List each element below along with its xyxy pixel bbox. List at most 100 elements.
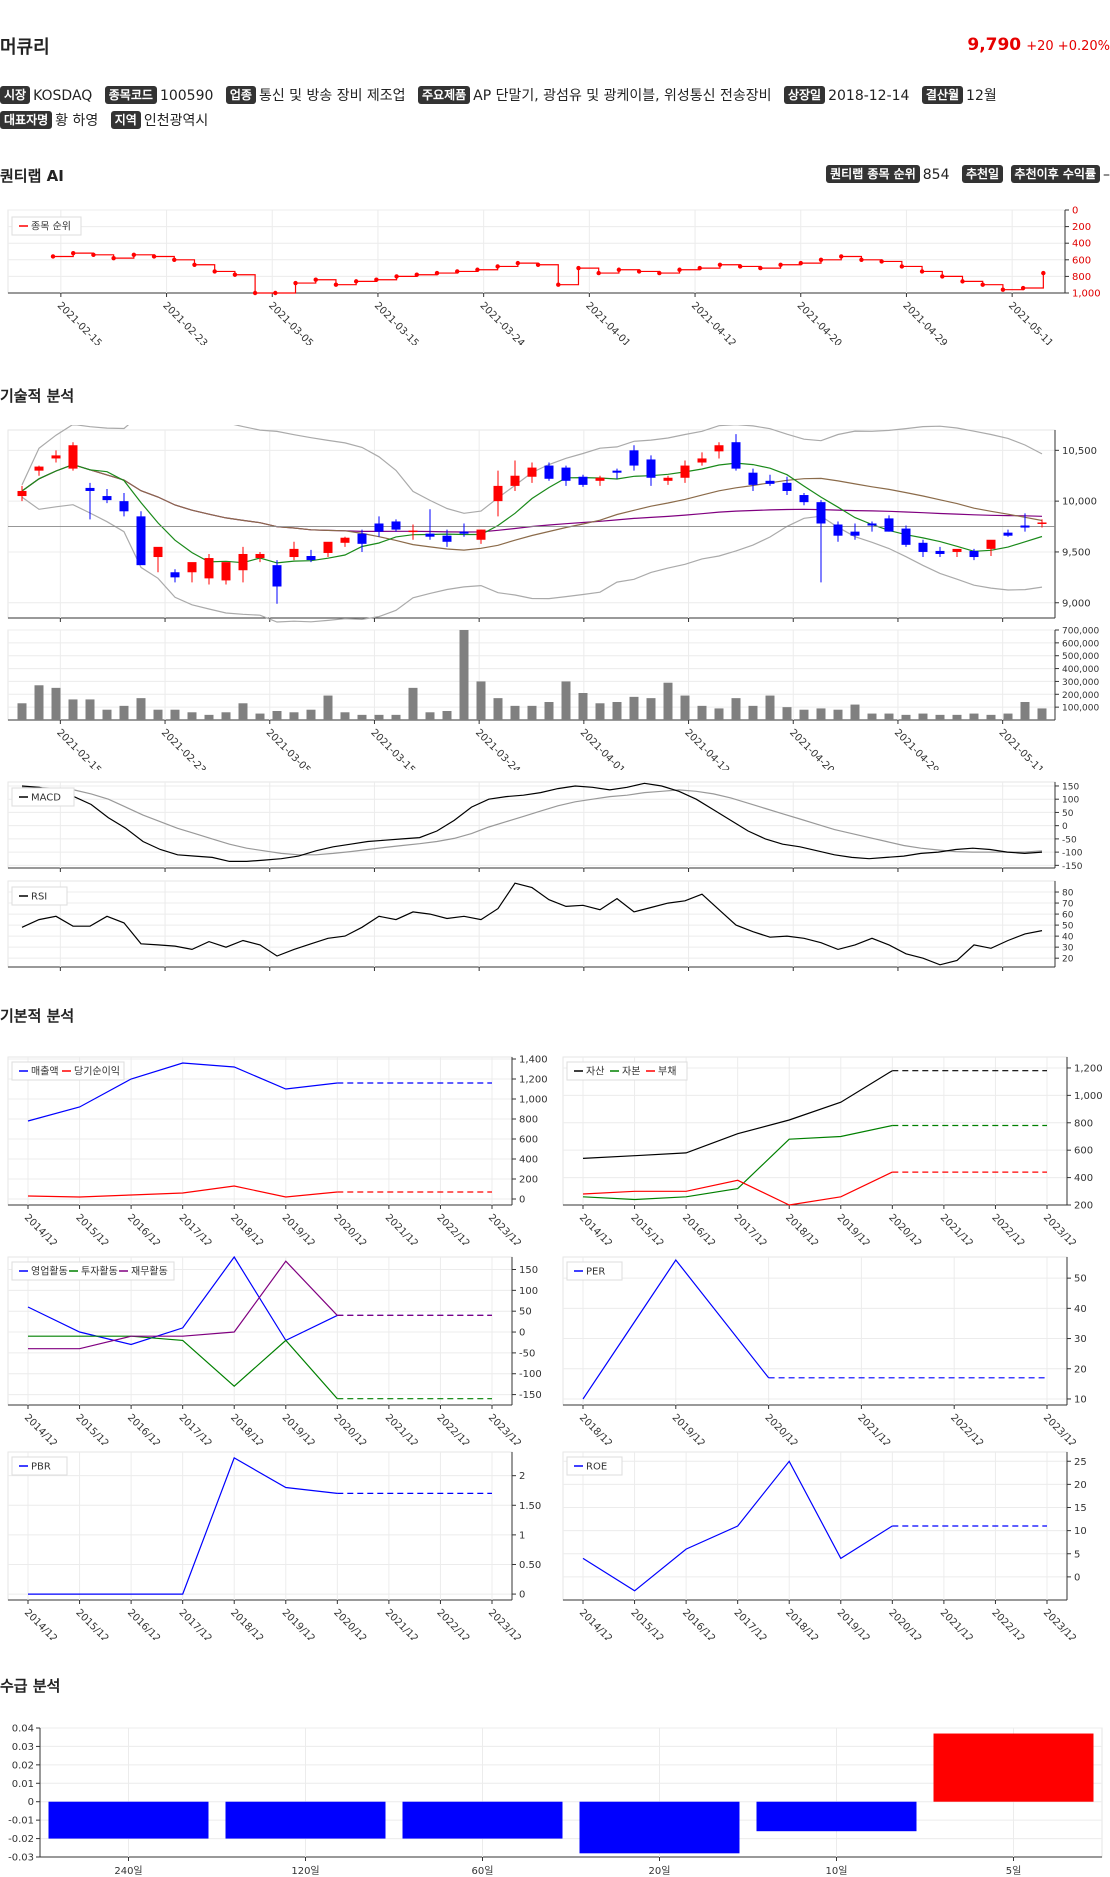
x-tick-label: 2018/12	[228, 1607, 265, 1640]
x-tick-label: 10일	[826, 1865, 848, 1877]
volume-bar	[425, 712, 435, 720]
plot-area	[7, 1451, 513, 1601]
y-tick-label: 60	[1062, 911, 1074, 921]
price-change: +20 +0.20%	[1026, 39, 1110, 54]
rank-point	[131, 252, 137, 258]
y-tick-label: 1	[519, 1530, 525, 1541]
volume-bar	[884, 713, 894, 720]
products-value: AP 단말기, 광섬유 및 광케이블, 위성통신 전송장비	[473, 88, 772, 104]
candle-body	[901, 528, 911, 545]
ceo-value: 황 하영	[55, 113, 99, 129]
x-tick-label: 2022/12	[989, 1212, 1026, 1245]
volume-bar	[340, 712, 350, 720]
rank-point	[576, 265, 581, 271]
legend-label: 매출액	[31, 1066, 59, 1078]
y-tick-label: 30	[1062, 944, 1074, 954]
listed-value: 2018-12-14	[828, 88, 910, 104]
y-tick-label: -100	[1062, 849, 1083, 859]
supply-title: 수급 분석	[0, 1677, 61, 1695]
y-tick-label: 0	[519, 1590, 525, 1601]
rsi-line	[21, 882, 1043, 966]
candle-body	[816, 502, 826, 524]
x-tick-label: 2021-04-20	[787, 727, 836, 770]
candle-body	[646, 459, 656, 478]
cashflow-line	[28, 1260, 338, 1350]
candle-body	[136, 516, 146, 566]
volume-bar	[459, 630, 469, 720]
volume-bar	[102, 709, 112, 720]
rank-point	[151, 254, 157, 259]
volume-bar	[714, 708, 724, 720]
candle-body	[442, 535, 452, 542]
assets-line	[582, 1171, 893, 1206]
candle-body	[612, 470, 622, 473]
x-tick-label: 2014/12	[22, 1212, 59, 1245]
candle-body	[1020, 525, 1030, 528]
rank-point	[71, 250, 76, 256]
candle-body	[935, 550, 945, 554]
x-tick-label: 2021-04-12	[682, 727, 731, 770]
legend-label: 투자활동	[81, 1265, 118, 1278]
rank-point	[293, 280, 298, 286]
rank-point	[1041, 270, 1046, 276]
volume-bar	[238, 703, 248, 720]
volume-bar	[1020, 702, 1030, 720]
rank-point	[1020, 285, 1026, 291]
legend-label: 영업활동	[31, 1265, 68, 1278]
y-tick-label: 50	[1062, 809, 1074, 819]
y-tick-label: 400	[519, 1155, 538, 1166]
code-badge: 종목코드	[104, 86, 157, 104]
volume-bar	[442, 711, 452, 720]
x-tick-label: 2022/12	[434, 1607, 471, 1640]
roe-line	[582, 1460, 893, 1592]
current-price: 9,790	[967, 35, 1022, 55]
volume-bar	[255, 713, 265, 720]
volume-bar	[272, 711, 282, 720]
legend-box	[11, 1456, 68, 1476]
volume-bar	[833, 709, 843, 720]
code-value: 100590	[159, 88, 214, 104]
x-tick-label: 120일	[291, 1865, 319, 1877]
legend-label: 부채	[658, 1066, 676, 1078]
volume-bar	[901, 714, 911, 720]
y-tick-label: 50	[519, 1307, 532, 1318]
candle-body	[204, 558, 214, 579]
rank-point	[111, 255, 116, 261]
volume-bar	[646, 698, 656, 720]
y-tick-label: 700,000	[1062, 627, 1099, 637]
candle-body	[629, 450, 639, 466]
rank-point	[374, 277, 379, 282]
legend-box	[11, 787, 75, 807]
x-tick-label: 2019/12	[835, 1607, 872, 1640]
candle-body	[1003, 532, 1013, 536]
candle-body	[833, 524, 843, 536]
volume-bar	[986, 714, 996, 720]
candle-body	[561, 467, 571, 481]
x-tick-label: 2020/12	[331, 1607, 368, 1640]
volume-bar	[374, 714, 384, 720]
candle-body	[425, 533, 435, 537]
volume-bar	[187, 712, 197, 720]
y-tick-label: 1,200	[1074, 1063, 1103, 1074]
y-tick-label: 40	[1074, 1304, 1087, 1315]
volume-bar	[595, 703, 605, 720]
x-tick-label: 2021-03-05	[266, 300, 315, 345]
assets-line	[582, 1124, 893, 1201]
x-tick-label: 240일	[114, 1865, 142, 1877]
x-tick-label: 2022/12	[434, 1212, 471, 1245]
x-tick-label: 2022/12	[989, 1607, 1026, 1640]
volume-bar	[204, 714, 214, 720]
plot-area	[7, 209, 1066, 294]
legend-label: PER	[586, 1267, 605, 1278]
x-tick-label: 2017/12	[732, 1607, 769, 1640]
volume-bar	[663, 682, 673, 720]
volume-bar	[612, 702, 622, 720]
volume-bar	[476, 681, 486, 720]
candle-body	[221, 562, 231, 581]
volume-bar	[34, 685, 44, 720]
candle-body	[476, 529, 486, 540]
volume-bar	[170, 709, 180, 720]
y-tick-label: 50	[1062, 922, 1074, 932]
candle-body	[102, 496, 112, 501]
